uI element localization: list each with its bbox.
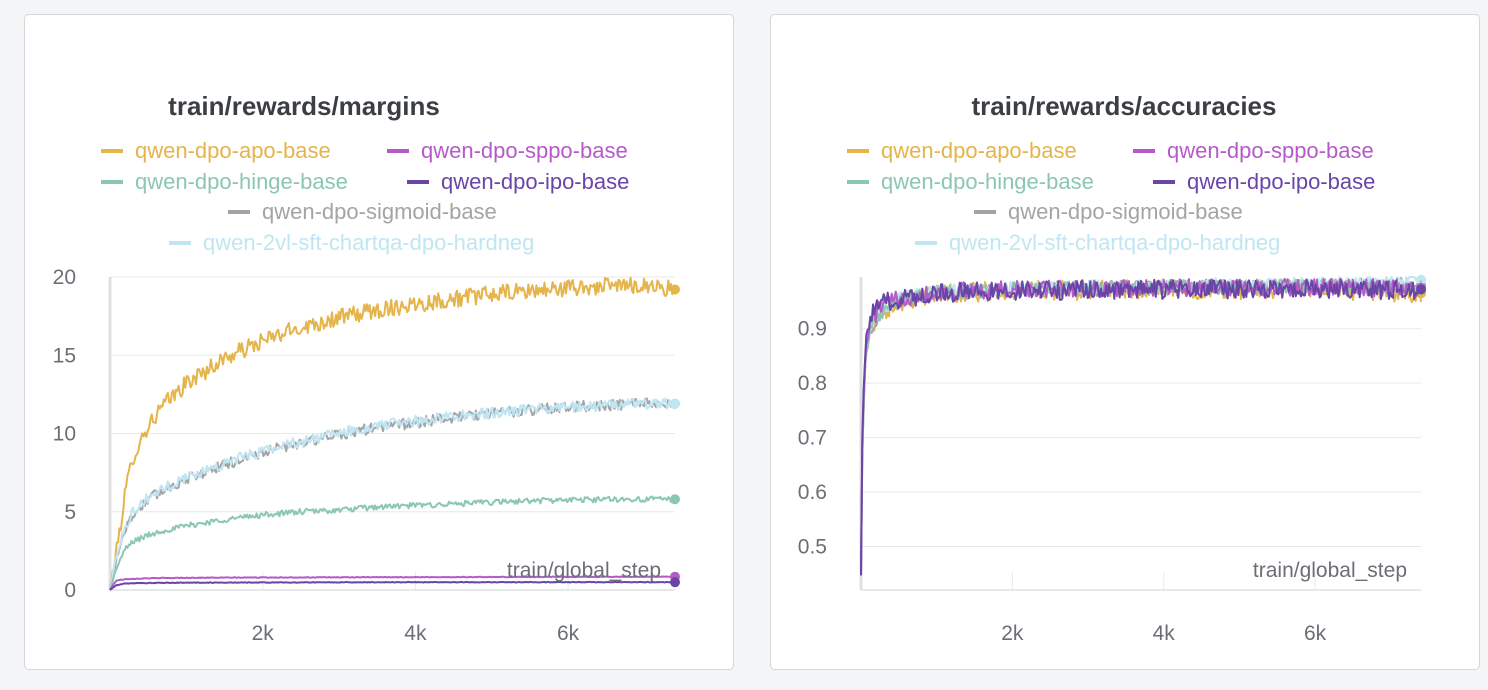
y-tick-label: 0.9 (798, 318, 827, 341)
series-end-point-ipo[interactable] (1416, 284, 1426, 295)
x-axis-ticks: 2k 4k 6k (252, 622, 580, 645)
y-tick-label: 10 (53, 423, 76, 446)
x-axis-ticks: 2k 4k 6k (1001, 622, 1326, 645)
series-end-point-hinge[interactable] (670, 494, 680, 505)
legend-label-sigmoid: qwen-dpo-sigmoid-base (262, 199, 497, 224)
y-tick-label: 0.8 (798, 372, 827, 395)
grid-lines (859, 277, 1421, 591)
series-lines[interactable] (109, 276, 680, 591)
series-line-sppo[interactable] (860, 277, 1422, 576)
series-lines[interactable] (860, 274, 1426, 576)
chart-title: train/rewards/accuracies (972, 91, 1277, 121)
legend-label-hardneg: qwen-2vl-sft-chartqa-dpo-hardneg (203, 230, 534, 255)
y-tick-label: 15 (53, 344, 76, 367)
legend-label-hardneg: qwen-2vl-sft-chartqa-dpo-hardneg (949, 230, 1280, 255)
series-line-hinge[interactable] (109, 495, 676, 591)
y-tick-label: 20 (53, 266, 76, 289)
x-axis-label: train/global_step (507, 559, 661, 582)
legend-label-sigmoid: qwen-dpo-sigmoid-base (1008, 199, 1243, 224)
series-line-apo[interactable] (860, 278, 1422, 576)
y-tick-label: 0 (64, 579, 76, 602)
y-tick-label: 0.5 (798, 535, 827, 558)
legend-label-ipo: qwen-dpo-ipo-base (441, 169, 629, 194)
legend-label-sppo: qwen-dpo-sppo-base (1167, 138, 1374, 163)
y-axis-ticks: 0.5 0.6 0.7 0.8 0.9 (798, 318, 827, 559)
legend-label-sppo: qwen-dpo-sppo-base (421, 138, 628, 163)
x-tick-label: 6k (557, 622, 580, 645)
series-end-point-apo[interactable] (670, 284, 680, 295)
chart-svg-margins: train/rewards/margins qwen-dpo-apo-base … (53, 91, 680, 645)
series-line-sppo[interactable] (109, 575, 676, 591)
series-line-hardneg[interactable] (109, 397, 676, 590)
x-axis-label: train/global_step (1253, 559, 1407, 582)
legend-label-apo: qwen-dpo-apo-base (881, 138, 1077, 163)
series-line-apo[interactable] (109, 276, 676, 590)
legend[interactable]: qwen-dpo-apo-base qwen-dpo-sppo-base qwe… (847, 138, 1375, 255)
grid-lines (108, 276, 675, 591)
legend[interactable]: qwen-dpo-apo-base qwen-dpo-sppo-base qwe… (101, 138, 629, 255)
legend-label-hinge: qwen-dpo-hinge-base (135, 169, 348, 194)
x-tick-label: 6k (1304, 622, 1327, 645)
y-tick-label: 5 (64, 501, 76, 524)
series-line-hardneg[interactable] (860, 276, 1422, 575)
y-tick-label: 0.6 (798, 481, 827, 504)
chart-panel-accuracies[interactable]: train/rewards/accuracies qwen-dpo-apo-ba… (770, 14, 1480, 670)
x-tick-label: 2k (1001, 622, 1024, 645)
x-tick-label: 4k (404, 622, 427, 645)
y-tick-label: 0.7 (798, 427, 827, 450)
series-end-point-ipo[interactable] (670, 577, 680, 588)
chart-title: train/rewards/margins (168, 91, 440, 121)
legend-label-hinge: qwen-dpo-hinge-base (881, 169, 1094, 194)
series-line-ipo[interactable] (109, 580, 676, 591)
legend-label-apo: qwen-dpo-apo-base (135, 138, 331, 163)
chart-panel-margins[interactable]: train/rewards/margins qwen-dpo-apo-base … (24, 14, 734, 670)
x-tick-label: 2k (252, 622, 275, 645)
chart-svg-accuracies: train/rewards/accuracies qwen-dpo-apo-ba… (798, 91, 1426, 645)
y-axis-ticks: 0 5 10 15 20 (53, 266, 76, 602)
series-line-sigmoid[interactable] (860, 276, 1422, 575)
series-end-point-hardneg[interactable] (1416, 274, 1426, 285)
series-end-point-hardneg[interactable] (670, 398, 680, 409)
series-line-hinge[interactable] (860, 278, 1422, 576)
x-tick-label: 4k (1153, 622, 1176, 645)
legend-label-ipo: qwen-dpo-ipo-base (1187, 169, 1375, 194)
series-line-ipo[interactable] (860, 278, 1422, 576)
